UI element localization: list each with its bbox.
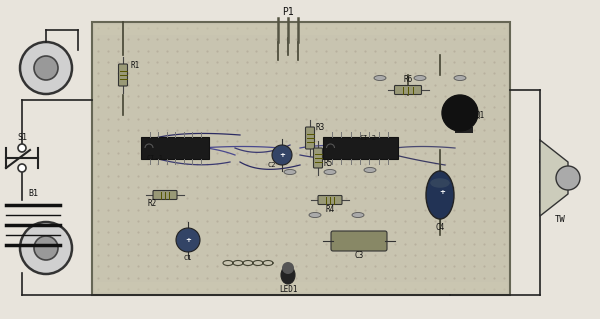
Circle shape [34,56,58,80]
Circle shape [176,228,200,252]
Text: R4: R4 [325,205,335,214]
Bar [95,25,507,35]
FancyBboxPatch shape [119,64,128,86]
Ellipse shape [284,169,296,174]
FancyBboxPatch shape [305,127,314,149]
Text: B1: B1 [28,189,38,197]
Text: R3: R3 [316,123,325,132]
Circle shape [282,262,294,274]
Text: CI-1: CI-1 [146,155,163,161]
Ellipse shape [374,76,386,80]
Text: S1: S1 [17,133,27,143]
Circle shape [18,144,26,152]
Text: C2: C2 [268,162,276,168]
Ellipse shape [430,178,450,188]
Ellipse shape [414,76,426,80]
Ellipse shape [364,167,376,173]
Ellipse shape [426,171,454,219]
FancyBboxPatch shape [314,148,323,168]
Text: C4: C4 [436,224,445,233]
FancyBboxPatch shape [331,231,387,251]
Circle shape [20,222,72,274]
Bar [141,137,209,159]
Circle shape [18,164,26,172]
FancyBboxPatch shape [153,190,177,199]
Ellipse shape [352,212,364,218]
Text: R2: R2 [148,198,157,207]
Text: Q1: Q1 [475,110,485,120]
Bar [92,22,510,295]
FancyBboxPatch shape [395,85,421,94]
Text: CI-2: CI-2 [359,135,377,141]
Text: P1: P1 [282,7,294,17]
Ellipse shape [309,212,321,218]
Text: C3: C3 [355,250,364,259]
FancyBboxPatch shape [318,196,342,204]
Bar [455,127,473,133]
Ellipse shape [281,266,295,284]
Text: +: + [279,152,285,158]
Text: LED1: LED1 [279,286,297,294]
Text: +: + [439,189,445,195]
Circle shape [20,42,72,94]
Circle shape [556,166,580,190]
Text: R5: R5 [323,159,332,167]
Text: +: + [185,237,191,243]
Bar [323,137,398,159]
Text: R1: R1 [130,61,140,70]
Bar [95,282,507,292]
Circle shape [34,236,58,260]
Text: TW: TW [554,216,565,225]
Ellipse shape [324,169,336,174]
Ellipse shape [454,76,466,80]
Text: R6: R6 [403,76,413,85]
Circle shape [442,95,478,131]
Circle shape [272,145,292,165]
Text: C1: C1 [184,255,192,261]
Polygon shape [540,140,568,216]
